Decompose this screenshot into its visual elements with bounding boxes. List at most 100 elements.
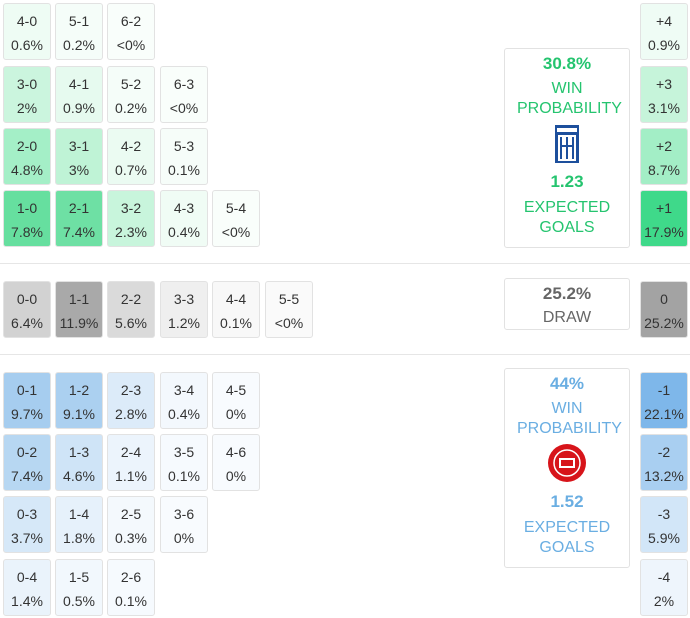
cell-probability: 0.7% xyxy=(115,162,147,178)
cell-label: -4 xyxy=(657,569,671,585)
home-summary: 30.8% WIN PROBABILITY 1.23 EXPECTED GOAL… xyxy=(504,48,630,248)
score-cell: 4-5 0% xyxy=(212,372,260,429)
score-cell: 1-4 1.8% xyxy=(55,496,103,553)
cell-probability: 13.2% xyxy=(644,468,684,484)
score-cell: 4-0 0.6% xyxy=(3,3,51,60)
cell-probability: 0.1% xyxy=(115,593,147,609)
score-cell: 0-2 7.4% xyxy=(3,434,51,491)
cell-label: 1-4 xyxy=(68,506,90,522)
cell-label: +3 xyxy=(656,76,672,92)
cell-label: 2-4 xyxy=(120,444,142,460)
score-cell: 5-5 <0% xyxy=(265,281,313,338)
win-probability: 30.8% xyxy=(542,54,592,73)
cell-label: 4-6 xyxy=(225,444,247,460)
cell-probability: 0.1% xyxy=(220,315,252,331)
cell-label: 3-5 xyxy=(173,444,195,460)
cell-label: 0-0 xyxy=(16,291,38,307)
draw-summary: 25.2% DRAW xyxy=(504,278,630,330)
score-cell: 4-1 0.9% xyxy=(55,66,103,123)
cell-label: 2-6 xyxy=(120,569,142,585)
xg-label: EXPECTED GOALS xyxy=(523,519,611,556)
cell-probability: 0.1% xyxy=(168,162,200,178)
cell-label: -1 xyxy=(657,382,671,398)
score-cell: 3-1 3% xyxy=(55,128,103,185)
expected-goals: 1.23 xyxy=(550,172,584,191)
cell-label: +4 xyxy=(656,13,672,29)
cell-label: 3-3 xyxy=(173,291,195,307)
cell-label: 1-3 xyxy=(68,444,90,460)
score-cell: 3-2 2.3% xyxy=(107,190,155,247)
cell-probability: <0% xyxy=(169,100,199,116)
win-probability: 44% xyxy=(549,374,585,393)
cell-probability: 0.2% xyxy=(63,37,95,53)
cell-probability: 11.9% xyxy=(59,315,99,331)
cell-probability: 3.1% xyxy=(648,100,680,116)
cell-label: 2-1 xyxy=(68,200,90,216)
cell-label: 5-5 xyxy=(278,291,300,307)
score-cell: 2-5 0.3% xyxy=(107,496,155,553)
cell-probability: 0.9% xyxy=(648,37,680,53)
cell-probability: 0.6% xyxy=(11,37,43,53)
cell-label: 4-3 xyxy=(173,200,195,216)
cell-label: +1 xyxy=(656,200,672,216)
score-cell: 0 25.2% xyxy=(640,281,688,338)
cell-probability: 0% xyxy=(225,468,247,484)
cell-label: 6-2 xyxy=(120,13,142,29)
cell-probability: <0% xyxy=(274,315,304,331)
cell-label: 4-1 xyxy=(68,76,90,92)
cell-probability: 7.4% xyxy=(11,468,43,484)
score-cell: 3-4 0.4% xyxy=(160,372,208,429)
score-cell: 1-2 9.1% xyxy=(55,372,103,429)
separator xyxy=(0,354,690,355)
score-cell: 3-5 0.1% xyxy=(160,434,208,491)
score-cell: -4 2% xyxy=(640,559,688,616)
score-cell: 5-3 0.1% xyxy=(160,128,208,185)
win-label: WIN PROBABILITY xyxy=(517,400,622,437)
cell-probability: 6.4% xyxy=(11,315,43,331)
cell-label: 2-3 xyxy=(120,382,142,398)
cell-label: -3 xyxy=(657,506,671,522)
score-cell: 3-6 0% xyxy=(160,496,208,553)
cell-label: 4-2 xyxy=(120,138,142,154)
cell-probability: 8.7% xyxy=(648,162,680,178)
cell-label: 1-5 xyxy=(68,569,90,585)
cell-probability: 9.1% xyxy=(63,406,95,422)
score-cell: 4-6 0% xyxy=(212,434,260,491)
score-cell: 1-5 0.5% xyxy=(55,559,103,616)
cell-label: 3-0 xyxy=(16,76,38,92)
cell-probability: 4.8% xyxy=(11,162,43,178)
score-cell: 2-1 7.4% xyxy=(55,190,103,247)
cell-probability: 1.8% xyxy=(63,530,95,546)
cell-label: 4-0 xyxy=(16,13,38,29)
team-logo xyxy=(555,125,579,163)
cell-probability: 4.6% xyxy=(63,468,95,484)
cell-label: +2 xyxy=(656,138,672,154)
cell-probability: 2.3% xyxy=(115,224,147,240)
cell-probability: 1.4% xyxy=(11,593,43,609)
cell-probability: 2% xyxy=(653,593,675,609)
score-cell: +4 0.9% xyxy=(640,3,688,60)
score-cell: -2 13.2% xyxy=(640,434,688,491)
score-cell: +1 17.9% xyxy=(640,190,688,247)
cell-label: 0-4 xyxy=(16,569,38,585)
cell-probability: 0.5% xyxy=(63,593,95,609)
win-label: WIN PROBABILITY xyxy=(517,80,622,117)
draw-probability: 25.2% xyxy=(542,284,592,303)
cell-probability: 3% xyxy=(68,162,90,178)
cell-probability: <0% xyxy=(116,37,146,53)
cell-probability: 0.9% xyxy=(63,100,95,116)
score-cell: 1-0 7.8% xyxy=(3,190,51,247)
cell-probability: 0% xyxy=(173,530,195,546)
cell-probability: 9.7% xyxy=(11,406,43,422)
cell-probability: 5.9% xyxy=(648,530,680,546)
score-cell: +2 8.7% xyxy=(640,128,688,185)
score-cell: 4-3 0.4% xyxy=(160,190,208,247)
cell-label: 3-6 xyxy=(173,506,195,522)
cell-probability: 7.4% xyxy=(63,224,95,240)
score-cell: 6-2 <0% xyxy=(107,3,155,60)
cell-label: 0-3 xyxy=(16,506,38,522)
cell-label: 1-1 xyxy=(68,291,90,307)
cell-probability: 0.1% xyxy=(168,468,200,484)
cell-label: 0-2 xyxy=(16,444,38,460)
